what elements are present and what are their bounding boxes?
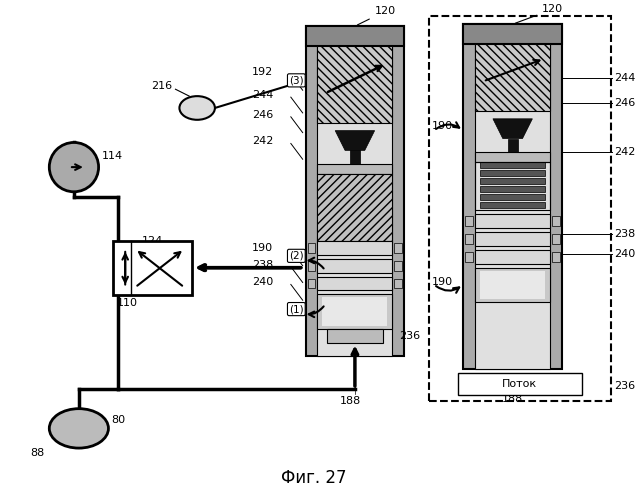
Text: 238: 238 — [252, 260, 273, 270]
Text: 124: 124 — [142, 236, 164, 246]
Bar — [475, 44, 550, 111]
Bar — [552, 216, 560, 226]
Bar — [308, 261, 315, 270]
Bar — [394, 243, 402, 253]
Text: 246: 246 — [614, 98, 636, 108]
Bar — [322, 298, 387, 326]
Bar — [306, 26, 404, 46]
Text: 188: 188 — [502, 394, 523, 404]
Text: 114: 114 — [101, 151, 123, 161]
Bar — [317, 46, 392, 123]
Bar — [350, 150, 360, 164]
Text: 242: 242 — [252, 136, 273, 146]
Bar — [317, 241, 392, 255]
Bar — [306, 26, 404, 356]
Bar — [466, 216, 473, 226]
Bar — [475, 214, 550, 228]
Text: 88: 88 — [30, 448, 45, 458]
Text: 244: 244 — [614, 74, 636, 84]
Bar — [317, 174, 392, 241]
Bar — [308, 243, 315, 253]
Bar — [475, 152, 550, 162]
Bar — [317, 294, 392, 329]
Bar — [466, 252, 473, 262]
Ellipse shape — [180, 96, 215, 120]
Bar — [327, 329, 382, 342]
Bar — [552, 252, 560, 262]
Bar — [475, 268, 550, 302]
Bar — [475, 250, 550, 264]
Polygon shape — [493, 119, 533, 139]
Text: 240: 240 — [614, 249, 636, 259]
Text: Фиг. 27: Фиг. 27 — [281, 468, 347, 486]
Text: 242: 242 — [614, 148, 636, 158]
Text: 236: 236 — [614, 381, 635, 391]
Text: 188: 188 — [340, 396, 361, 406]
Text: (2): (2) — [289, 251, 304, 261]
Bar — [459, 373, 582, 395]
Bar — [317, 46, 392, 356]
Bar — [466, 234, 473, 244]
Text: (1): (1) — [289, 304, 304, 314]
Bar — [480, 270, 545, 299]
Ellipse shape — [49, 408, 108, 448]
Text: 190: 190 — [252, 243, 273, 253]
Text: 120: 120 — [357, 6, 396, 25]
Bar — [475, 232, 550, 246]
Text: 240: 240 — [252, 278, 273, 287]
Text: 80: 80 — [111, 416, 125, 426]
Text: 216: 216 — [152, 82, 173, 92]
Bar — [394, 278, 402, 288]
Text: 246: 246 — [252, 110, 273, 120]
Bar — [480, 202, 545, 207]
Bar — [475, 162, 550, 210]
Bar — [480, 186, 545, 192]
Bar — [317, 164, 392, 174]
Polygon shape — [335, 130, 375, 150]
Bar — [480, 170, 545, 176]
Bar — [308, 278, 315, 288]
Text: 244: 244 — [252, 90, 273, 100]
Text: 190: 190 — [432, 278, 453, 287]
Text: 192: 192 — [252, 68, 273, 78]
Bar — [394, 261, 402, 270]
Bar — [463, 24, 562, 44]
Text: 238: 238 — [614, 229, 636, 239]
Bar — [113, 241, 192, 296]
Text: 190: 190 — [432, 120, 453, 130]
Bar — [475, 44, 550, 369]
Bar — [463, 24, 562, 369]
Bar — [317, 259, 392, 272]
Bar — [480, 194, 545, 200]
Bar — [480, 162, 545, 168]
Text: 110: 110 — [117, 298, 138, 308]
Bar — [552, 234, 560, 244]
Text: Поток: Поток — [502, 379, 537, 389]
Bar — [480, 178, 545, 184]
Text: (3): (3) — [289, 76, 304, 86]
Text: 236: 236 — [399, 330, 420, 340]
Bar — [508, 138, 518, 152]
Bar — [429, 16, 612, 401]
Text: 120: 120 — [515, 4, 563, 23]
Circle shape — [49, 142, 99, 192]
Bar — [317, 276, 392, 290]
